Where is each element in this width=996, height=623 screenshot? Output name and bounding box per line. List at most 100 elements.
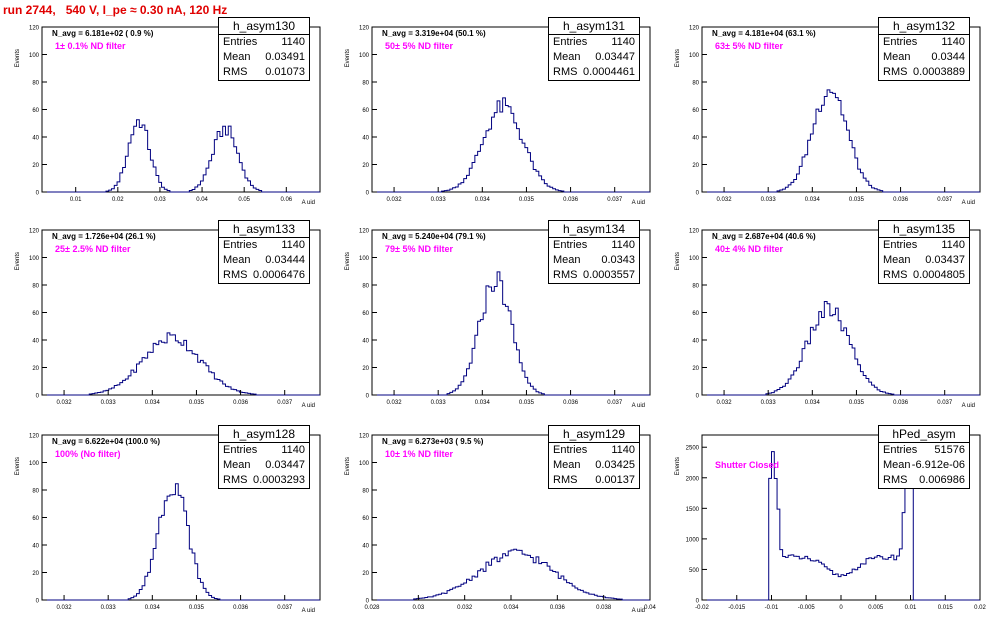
- y-tick-label: 100: [359, 461, 370, 467]
- stats-row-entries: Entries 1140: [549, 443, 639, 458]
- x-tick-label: 0.04: [196, 197, 208, 203]
- x-tick-label: 0.03: [154, 197, 166, 203]
- y-axis-label: Events: [345, 252, 351, 270]
- y-tick-label: 40: [32, 136, 39, 142]
- x-tick-label: 0.033: [761, 400, 777, 406]
- x-tick-label: -0.005: [798, 605, 816, 611]
- x-axis-label: A uid: [302, 608, 315, 614]
- stats-box: h_asym131 Entries 1140 Mean 0.03447 RMS 0.0004…: [548, 17, 640, 81]
- y-tick-label: 100: [359, 53, 370, 59]
- histogram-line: [372, 548, 650, 601]
- y-tick-label: 2000: [686, 476, 700, 482]
- stats-key: Entries: [553, 239, 588, 251]
- stats-box: h_asym132 Entries 1140 Mean 0.0344 RMS 0.00038…: [878, 17, 970, 81]
- stats-box-title: h_asym130: [219, 18, 309, 35]
- y-tick-label: 120: [29, 229, 40, 235]
- x-tick-label: 0.034: [805, 400, 821, 406]
- stats-box: hPed_asym Entries 51576 Mean -6.912e-06 RMS 0.…: [878, 425, 970, 489]
- stats-key: Entries: [883, 239, 918, 251]
- stats-key: RMS: [883, 269, 908, 281]
- x-tick-label: 0.032: [57, 400, 73, 406]
- histogram-panel-h_asym131: 0 20 40 60 80 100 120 0.032 0.033 0.034 0.035 0.036…: [330, 10, 660, 215]
- stats-box-title: h_asym134: [549, 221, 639, 238]
- x-tick-label: 0.032: [387, 197, 403, 203]
- x-axis-label: A uid: [632, 200, 645, 206]
- stats-box-title: h_asym133: [219, 221, 309, 238]
- n-avg-label: N_avg = 6.181e+02 ( 0.9 %): [52, 29, 154, 38]
- x-tick-label: 0.01: [905, 605, 917, 611]
- x-tick-label: 0.02: [112, 197, 124, 203]
- y-tick-label: 0: [366, 191, 370, 197]
- stats-row-rms: RMS 0.01073: [219, 65, 309, 80]
- x-tick-label: 0.033: [761, 197, 777, 203]
- run-title: run 2744, 540 V, I_pe ≈ 0.30 nA, 120 Hz: [3, 3, 228, 17]
- stats-value: 0.03425: [595, 459, 635, 471]
- y-tick-label: 60: [362, 108, 369, 114]
- y-tick-label: 80: [32, 489, 39, 495]
- stats-row-rms: RMS 0.0004805: [879, 268, 969, 283]
- y-tick-label: 40: [692, 136, 699, 142]
- stats-row-entries: Entries 51576: [879, 443, 969, 458]
- y-axis-label: Events: [675, 252, 681, 270]
- y-tick-label: 100: [29, 256, 40, 262]
- x-tick-label: 0.034: [475, 197, 491, 203]
- filter-label: 1± 0.1% ND filter: [55, 41, 126, 51]
- x-tick-label: 0.01: [70, 197, 82, 203]
- y-tick-label: 0: [366, 394, 370, 400]
- histogram-line: [372, 97, 650, 193]
- x-axis-label: A uid: [962, 200, 975, 206]
- stats-key: Mean: [223, 51, 251, 63]
- stats-value: 1140: [941, 239, 965, 251]
- x-tick-label: 0.02: [974, 605, 986, 611]
- y-axis-label: Events: [345, 49, 351, 67]
- y-tick-label: 40: [32, 339, 39, 345]
- stats-value: 1140: [281, 444, 305, 456]
- stats-row-rms: RMS 0.006986: [879, 473, 969, 488]
- stats-value: 0.0004805: [913, 269, 965, 281]
- stats-box-title: h_asym128: [219, 426, 309, 443]
- y-axis-label: Events: [15, 49, 21, 67]
- y-tick-label: 20: [32, 366, 39, 372]
- stats-key: Entries: [883, 36, 918, 48]
- y-tick-label: 20: [362, 571, 369, 577]
- stats-box: h_asym129 Entries 1140 Mean 0.03425 RMS 0.0013…: [548, 425, 640, 489]
- histogram-plot: 0 20 40 60 80 100 120 0.032 0.033 0.034 0.035 0.036…: [675, 26, 981, 206]
- stats-row-mean: Mean 0.0344: [879, 50, 969, 65]
- y-tick-label: 60: [32, 311, 39, 317]
- y-tick-label: 40: [362, 136, 369, 142]
- stats-value: 51576: [934, 444, 965, 456]
- y-tick-label: 20: [362, 163, 369, 169]
- filter-label: 79± 5% ND filter: [385, 244, 453, 254]
- x-tick-label: -0.015: [728, 605, 746, 611]
- stats-row-entries: Entries 1140: [879, 35, 969, 50]
- y-tick-label: 500: [689, 568, 700, 574]
- y-tick-label: 2500: [686, 446, 700, 452]
- stats-row-mean: Mean -6.912e-06: [879, 458, 969, 473]
- stats-key: Entries: [223, 239, 258, 251]
- stats-row-rms: RMS 0.0004461: [549, 65, 639, 80]
- y-tick-label: 120: [359, 434, 370, 440]
- y-tick-label: 80: [362, 284, 369, 290]
- x-axis-label: A uid: [632, 403, 645, 409]
- stats-box: h_asym128 Entries 1140 Mean 0.03447 RMS 0.0003…: [218, 425, 310, 489]
- y-axis-label: Events: [15, 457, 21, 475]
- stats-row-mean: Mean 0.0343: [549, 253, 639, 268]
- y-tick-label: 1000: [686, 537, 700, 543]
- stats-value: 0.03437: [925, 254, 965, 266]
- stats-value: 0.0003889: [913, 66, 965, 78]
- x-tick-label: 0.032: [457, 605, 473, 611]
- stats-value: 0.0003557: [583, 269, 635, 281]
- histogram-line: [372, 271, 650, 396]
- stats-value: 1140: [281, 239, 305, 251]
- stats-value: 0.0343: [601, 254, 635, 266]
- y-axis-label: Events: [15, 252, 21, 270]
- n-avg-label: N_avg = 3.319e+04 (50.1 %): [382, 29, 486, 38]
- stats-box: h_asym134 Entries 1140 Mean 0.0343 RMS 0.00035…: [548, 220, 640, 284]
- stats-row-rms: RMS 0.00137: [549, 473, 639, 488]
- y-tick-label: 80: [362, 81, 369, 87]
- stats-row-rms: RMS 0.0003889: [879, 65, 969, 80]
- x-tick-label: 0.037: [277, 605, 293, 611]
- y-tick-label: 80: [32, 284, 39, 290]
- x-tick-label: 0.037: [607, 197, 623, 203]
- y-tick-label: 0: [36, 394, 40, 400]
